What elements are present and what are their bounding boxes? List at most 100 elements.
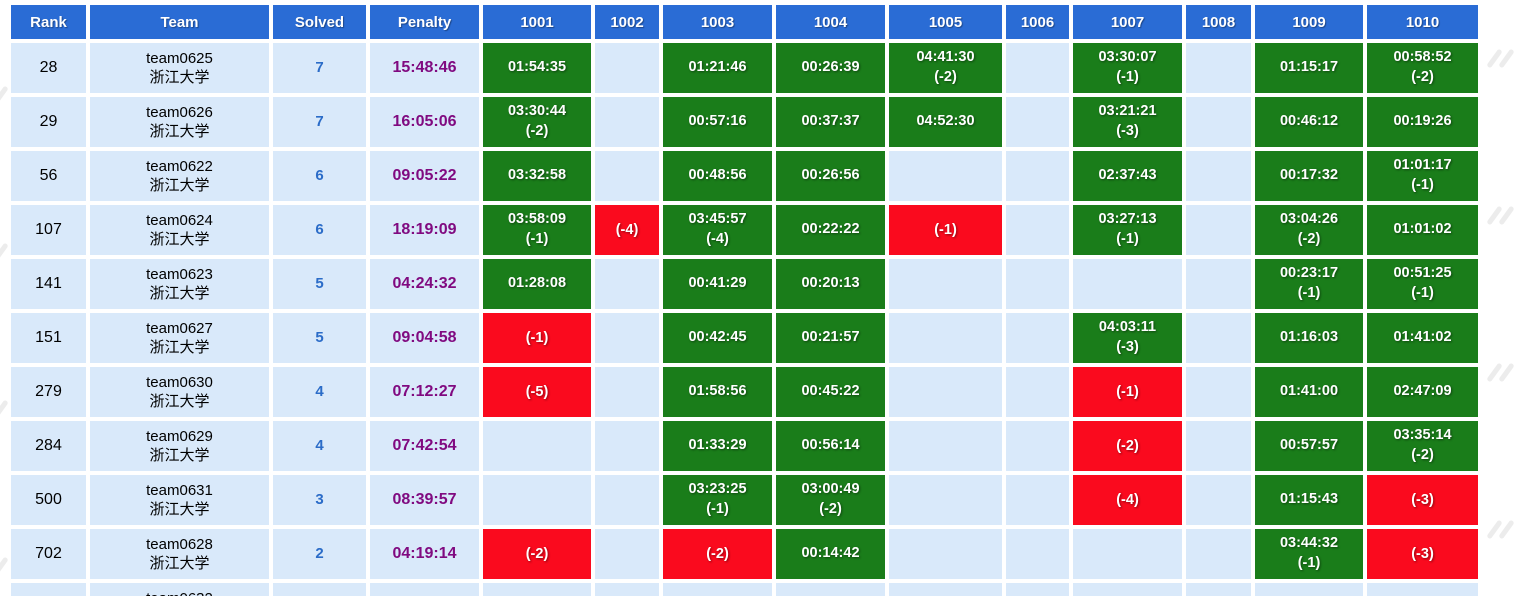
- problem-cell-1002: [595, 475, 659, 525]
- problem-cell-1008: [1186, 475, 1251, 525]
- rank-cell: 28: [11, 43, 86, 93]
- watermark-mark: [1486, 205, 1516, 231]
- school-name: 浙江大学: [149, 339, 210, 356]
- problem-cell-1008: [1186, 151, 1251, 201]
- problem-cell-1007: [1073, 529, 1182, 579]
- column-header-penalty: Penalty: [370, 5, 479, 39]
- school-name: 浙江大学: [149, 285, 210, 302]
- problem-cell-1002: [595, 529, 659, 579]
- team-row: 29 team0626 浙江大学 7 16:05:06 03:30:44 (-2) 00:57…: [11, 97, 1478, 147]
- accepted-time: 00:57:57: [1279, 437, 1339, 454]
- team-name: team0625: [146, 49, 213, 67]
- rank-cell: 107: [11, 205, 86, 255]
- problem-cell-1004: 00:22:22: [776, 205, 885, 255]
- scoreboard-body: 28 team0625 浙江大学 7 15:48:46 01:54:35 01:21:46 0…: [11, 43, 1478, 596]
- accepted-time: 03:44:32: [1279, 535, 1339, 552]
- team-row: 284 team0629 浙江大学 4 07:42:54 01:33:29 00:56:14…: [11, 421, 1478, 471]
- problem-cell-1006: [1006, 475, 1069, 525]
- problem-cell-1005: [889, 313, 1002, 363]
- problem-cell-1005: [889, 529, 1002, 579]
- problem-cell-1010: 00:51:25 (-1): [1367, 259, 1478, 309]
- team-name: team0631: [146, 481, 213, 499]
- penalty-cell: 09:04:58: [370, 313, 479, 363]
- problem-cell-1008: [1186, 97, 1251, 147]
- team-cell: team0632浙江大学: [90, 583, 269, 596]
- accepted-time: 00:26:39: [801, 59, 860, 76]
- solved-cell: 4: [273, 421, 366, 471]
- problem-cell-1008: [1186, 367, 1251, 417]
- accepted-time: 01:21:46: [688, 59, 747, 76]
- column-header-1002: 1002: [595, 5, 659, 39]
- accepted-time: 04:52:30: [916, 113, 975, 130]
- accepted-time: 01:15:17: [1279, 59, 1339, 76]
- problem-cell-1008: [1186, 421, 1251, 471]
- penalty-cell: [370, 583, 479, 596]
- problem-cell-1003: [663, 583, 772, 596]
- rank-cell: 284: [11, 421, 86, 471]
- problem-cell-1001: 03:30:44 (-2): [483, 97, 591, 147]
- penalty-tries: (-2): [525, 123, 549, 139]
- problem-cell-1003: 03:23:25 (-1): [663, 475, 772, 525]
- problem-cell-1004: 00:14:42: [776, 529, 885, 579]
- solved-cell: 4: [273, 367, 366, 417]
- problem-cell-1010: 01:01:17 (-1): [1367, 151, 1478, 201]
- penalty-cell: 07:42:54: [370, 421, 479, 471]
- accepted-time: 04:03:11: [1098, 319, 1157, 336]
- penalty-tries: (-1): [1297, 285, 1321, 301]
- problem-cell-1004: 00:26:56: [776, 151, 885, 201]
- accepted-time: 00:46:12: [1279, 113, 1339, 130]
- accepted-time: 00:45:22: [801, 383, 860, 400]
- problem-cell-1006: [1006, 583, 1069, 596]
- team-name: team0626: [146, 103, 213, 121]
- school-name: 浙江大学: [149, 501, 210, 518]
- problem-cell-rejected-1001: (-5): [483, 367, 591, 417]
- solved-cell: 6: [273, 205, 366, 255]
- team-cell: team0631 浙江大学: [90, 475, 269, 525]
- penalty-tries: (-1): [1116, 69, 1139, 85]
- accepted-time: 03:58:09: [507, 211, 567, 228]
- team-cell: team0623 浙江大学: [90, 259, 269, 309]
- rank-cell: 56: [11, 151, 86, 201]
- penalty-tries: (-2): [1297, 231, 1321, 247]
- accepted-time: 03:30:44: [507, 103, 567, 120]
- problem-cell-1001: 01:28:08: [483, 259, 591, 309]
- problem-cell-1002: [595, 313, 659, 363]
- penalty-tries: (-1): [1297, 555, 1321, 571]
- accepted-time: 00:26:56: [801, 167, 860, 184]
- problem-cell-1003: 00:57:16: [663, 97, 772, 147]
- problem-cell-1005: 04:41:30 (-2): [889, 43, 1002, 93]
- problem-cell-rejected-1007: (-1): [1073, 367, 1182, 417]
- problem-cell-rejected-1010: (-3): [1367, 529, 1478, 579]
- column-header-1010: 1010: [1367, 5, 1478, 39]
- accepted-time: 00:21:57: [801, 329, 860, 346]
- problem-cell-1006: [1006, 205, 1069, 255]
- rank-cell: 141: [11, 259, 86, 309]
- solved-cell: 7: [273, 43, 366, 93]
- team-row: 151 team0627 浙江大学 5 09:04:58 (-1) 00:42:45 00:2…: [11, 313, 1478, 363]
- penalty-cell: 04:19:14: [370, 529, 479, 579]
- problem-cell-1002: [595, 367, 659, 417]
- team-cell: team0626 浙江大学: [90, 97, 269, 147]
- problem-cell-rejected-1007: (-4): [1073, 475, 1182, 525]
- problem-cell-rejected-1002: (-4): [595, 205, 659, 255]
- accepted-time: 03:23:25: [688, 481, 747, 498]
- accepted-time: 03:30:07: [1098, 49, 1157, 66]
- problem-cell-1007: 03:30:07 (-1): [1073, 43, 1182, 93]
- problem-cell-1009: 03:44:32 (-1): [1255, 529, 1363, 579]
- penalty-tries: (-2): [934, 69, 957, 85]
- team-cell: team0625 浙江大学: [90, 43, 269, 93]
- column-header-rank: Rank: [11, 5, 86, 39]
- problem-cell-1005: [889, 583, 1002, 596]
- problem-cell-1004: [776, 583, 885, 596]
- column-header-team: Team: [90, 5, 269, 39]
- penalty-tries: (-2): [1411, 69, 1434, 85]
- problem-cell-1003: 01:21:46: [663, 43, 772, 93]
- accepted-time: 03:21:21: [1098, 103, 1157, 120]
- team-row: 141 team0623 浙江大学 5 04:24:32 01:28:08 00:41:29…: [11, 259, 1478, 309]
- problem-cell-1003: 00:48:56: [663, 151, 772, 201]
- accepted-time: 00:23:17: [1279, 265, 1339, 282]
- team-row: 28 team0625 浙江大学 7 15:48:46 01:54:35 01:21:46 0…: [11, 43, 1478, 93]
- problem-cell-1004: 00:26:39: [776, 43, 885, 93]
- penalty-tries: (-1): [1116, 231, 1139, 247]
- problem-cell-1005: 04:52:30: [889, 97, 1002, 147]
